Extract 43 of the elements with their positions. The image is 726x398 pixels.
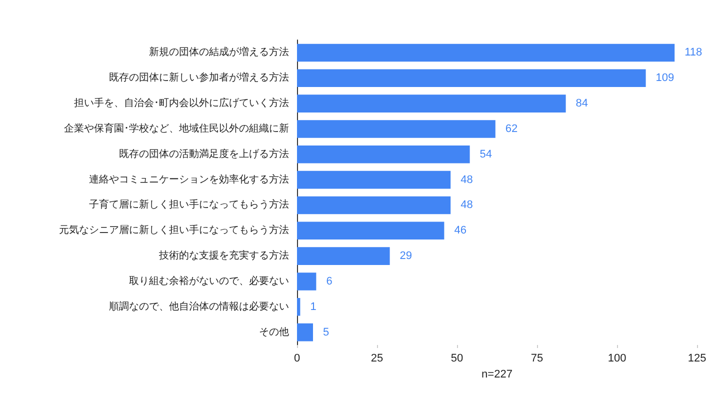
y-tick-label: 元気なシニア層に新しく担い手になってもらう方法: [59, 224, 289, 236]
bar: [297, 222, 444, 240]
y-tick-label: 既存の団体の活動満足度を上げる方法: [119, 148, 289, 160]
x-tick-label: 100: [608, 352, 626, 364]
y-tick-label: 企業や保育園･学校など、地域住民以外の組織に新: [64, 122, 289, 134]
y-tick-label: その他: [259, 326, 289, 338]
x-tick-label: 125: [688, 352, 706, 364]
x-tick-label: 75: [530, 352, 544, 364]
x-tick-label: 25: [370, 352, 384, 364]
bar: [297, 145, 470, 164]
x-tick-label: 0: [294, 352, 300, 364]
data-label: 1: [310, 300, 316, 313]
bar: [297, 272, 316, 290]
data-label: 54: [480, 148, 492, 160]
bar: [297, 323, 313, 342]
data-label: 109: [656, 72, 674, 84]
data-label: 46: [454, 224, 466, 237]
bar: [297, 94, 566, 112]
y-tick-label: 担い手を、自治会･町内会以外に広げていく方法: [74, 97, 289, 110]
data-label: 29: [400, 250, 412, 262]
y-tick-label: 子育て層に新しく担い手になってもらう方法: [89, 198, 289, 211]
y-tick-label: 取り組む余裕がないので、必要ない: [129, 274, 289, 287]
y-tick-label: 技術的な支援を充実する方法: [158, 250, 289, 262]
bar: [297, 247, 390, 265]
bar: [297, 298, 300, 316]
data-label: 5: [323, 326, 330, 338]
y-tick-label: 連絡やコミュニケーションを効率化する方法: [89, 173, 289, 186]
x-axis-title: n=227: [482, 368, 512, 380]
y-tick-label: 新規の団体の結成が増える方法: [149, 46, 289, 58]
x-tick-label: 50: [450, 352, 464, 364]
data-label: 62: [505, 122, 518, 135]
data-label: 48: [460, 199, 473, 212]
data-label: 6: [326, 275, 332, 288]
data-label: 118: [684, 46, 702, 59]
y-tick-label: 順調なので、他自治体の情報は必要ない: [109, 300, 289, 312]
bar: [297, 170, 451, 189]
bar: [297, 120, 496, 138]
data-label: 84: [576, 98, 588, 110]
data-label: 48: [460, 174, 473, 186]
y-tick-label: 既存の団体に新しい参加者が増える方法: [109, 72, 289, 84]
bar: [297, 44, 675, 62]
bar: [297, 196, 451, 214]
bar: [297, 69, 646, 88]
